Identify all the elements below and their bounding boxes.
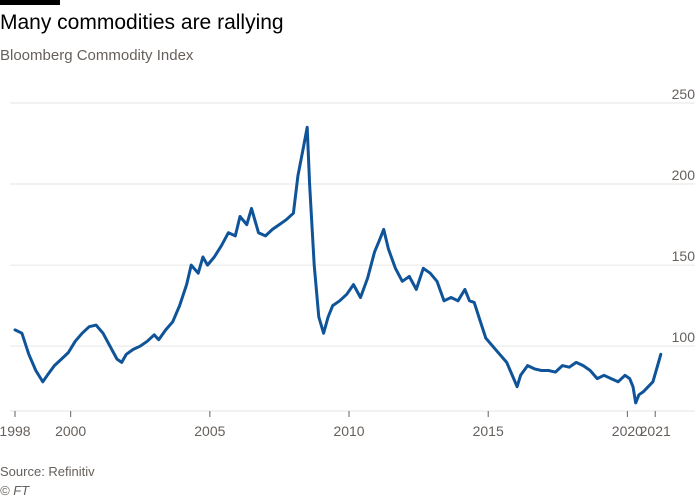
x-tick-label: 2021 bbox=[640, 423, 671, 439]
x-tick-label: 2010 bbox=[333, 423, 364, 439]
x-tick-label: 2020 bbox=[612, 423, 643, 439]
y-tick-label: 250 bbox=[672, 86, 696, 102]
top-accent-bar bbox=[0, 0, 60, 5]
x-tick-label: 2005 bbox=[194, 423, 225, 439]
copyright-credit: © FT bbox=[0, 483, 30, 498]
source-note: Source: Refinitiv bbox=[0, 464, 95, 479]
y-tick-label: 150 bbox=[672, 248, 696, 264]
y-axis-ticks: 100 150 200 250 bbox=[672, 86, 696, 345]
line-chart: 100 150 200 250 1998 2000 2005 2010 2015 2020202… bbox=[0, 86, 696, 439]
x-tick-label: 2000 bbox=[55, 423, 86, 439]
y-tick-label: 200 bbox=[672, 167, 696, 183]
y-tick-label: 100 bbox=[672, 329, 696, 345]
gridlines bbox=[10, 102, 695, 412]
series-line-0 bbox=[13, 125, 663, 405]
x-tick-label: 1998 bbox=[0, 423, 31, 439]
chart-title: Many commodities are rallying bbox=[0, 11, 284, 34]
x-tick-label: 2015 bbox=[473, 423, 504, 439]
series-layer bbox=[13, 125, 663, 405]
chart-subtitle: Bloomberg Commodity Index bbox=[0, 47, 194, 64]
